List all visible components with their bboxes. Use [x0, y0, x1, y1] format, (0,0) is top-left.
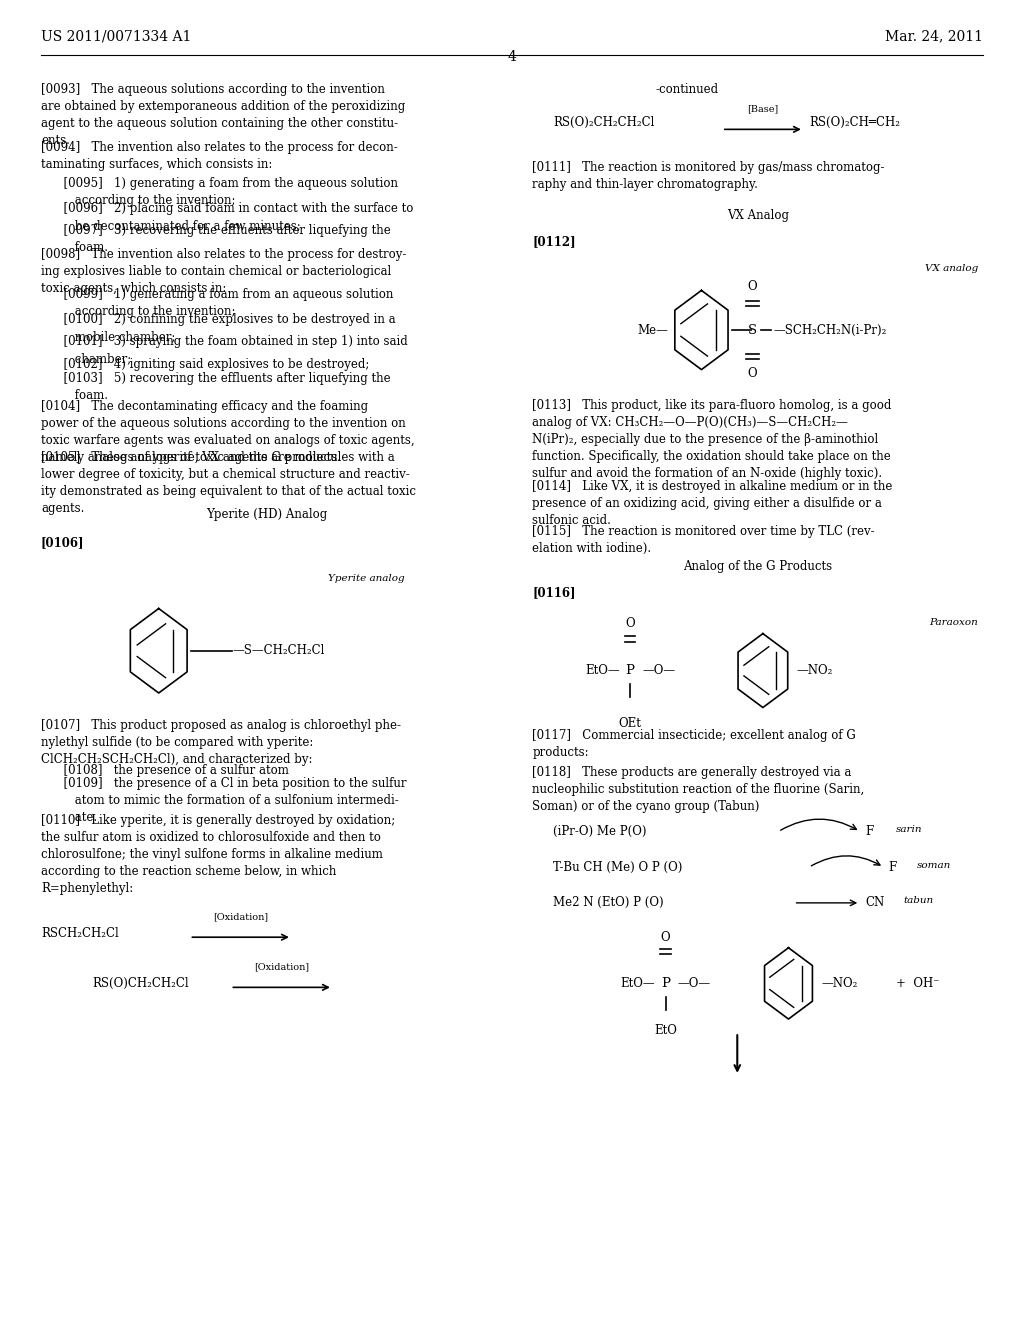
- Text: [0105]   These analogs of toxic agents are molecules with a
lower degree of toxi: [0105] These analogs of toxic agents are…: [41, 451, 416, 515]
- Text: +  OH⁻: + OH⁻: [896, 977, 939, 990]
- Text: [0101]   3) spraying the foam obtained in step 1) into said
         chamber;: [0101] 3) spraying the foam obtained in …: [41, 335, 408, 366]
- Text: [0100]   2) confining the explosives to be destroyed in a
         mobile chambe: [0100] 2) confining the explosives to be…: [41, 313, 395, 343]
- Text: OEt: OEt: [618, 717, 641, 730]
- Text: —O—: —O—: [642, 664, 675, 677]
- Text: CN: CN: [865, 896, 885, 909]
- Text: [0114]   Like VX, it is destroyed in alkaline medium or in the
presence of an ox: [0114] Like VX, it is destroyed in alkal…: [532, 480, 893, 528]
- Text: —NO₂: —NO₂: [797, 664, 834, 677]
- Text: [0118]   These products are generally destroyed via a
nucleophilic substitution : [0118] These products are generally dest…: [532, 766, 864, 813]
- Text: P: P: [626, 664, 634, 677]
- Text: soman: soman: [916, 861, 950, 870]
- Text: [0106]: [0106]: [41, 536, 84, 549]
- Text: RS(O)₂CH═CH₂: RS(O)₂CH═CH₂: [809, 116, 900, 129]
- Text: Yperite (HD) Analog: Yperite (HD) Analog: [206, 508, 327, 521]
- Text: [0099]   1) generating a foam from an aqueous solution
         according to the: [0099] 1) generating a foam from an aque…: [41, 288, 393, 318]
- Text: [0102]   4) igniting said explosives to be destroyed;: [0102] 4) igniting said explosives to be…: [41, 358, 370, 371]
- Text: [Base]: [Base]: [748, 104, 778, 114]
- Text: [0093]   The aqueous solutions according to the invention
are obtained by extemp: [0093] The aqueous solutions according t…: [41, 83, 406, 147]
- Text: —NO₂: —NO₂: [821, 977, 858, 990]
- Text: RSCH₂CH₂Cl: RSCH₂CH₂Cl: [41, 927, 119, 940]
- Text: [0095]   1) generating a foam from the aqueous solution
         according to th: [0095] 1) generating a foam from the aqu…: [41, 177, 398, 207]
- Text: -continued: -continued: [655, 83, 719, 96]
- Text: Me2 N (EtO) P (O): Me2 N (EtO) P (O): [553, 896, 664, 909]
- Text: [Oxidation]: [Oxidation]: [213, 912, 268, 921]
- Text: —S—CH₂CH₂Cl: —S—CH₂CH₂Cl: [232, 644, 325, 657]
- Text: —SCH₂CH₂N(i-Pr)₂: —SCH₂CH₂N(i-Pr)₂: [773, 323, 887, 337]
- Text: EtO: EtO: [654, 1024, 677, 1038]
- Text: [0108]   the presence of a sulfur atom: [0108] the presence of a sulfur atom: [41, 764, 289, 777]
- Text: US 2011/0071334 A1: US 2011/0071334 A1: [41, 29, 191, 44]
- Text: T-Bu CH (Me) O P (O): T-Bu CH (Me) O P (O): [553, 861, 682, 874]
- Text: [0113]   This product, like its para-fluoro homolog, is a good
analog of VX: CH₃: [0113] This product, like its para-fluor…: [532, 399, 892, 479]
- Text: sarin: sarin: [896, 825, 923, 834]
- Text: Analog of the G Products: Analog of the G Products: [683, 560, 833, 573]
- Text: S: S: [749, 323, 757, 337]
- Text: F: F: [865, 825, 873, 838]
- Text: [0107]   This product proposed as analog is chloroethyl phe-
nylethyl sulfide (t: [0107] This product proposed as analog i…: [41, 719, 401, 767]
- Text: RS(O)CH₂CH₂Cl: RS(O)CH₂CH₂Cl: [92, 977, 188, 990]
- Text: O: O: [748, 367, 758, 380]
- Text: EtO—: EtO—: [585, 664, 620, 677]
- Text: [0111]   The reaction is monitored by gas/mass chromatog-
raphy and thin-layer c: [0111] The reaction is monitored by gas/…: [532, 161, 885, 191]
- Text: VX analog: VX analog: [925, 264, 978, 273]
- Text: tabun: tabun: [903, 896, 933, 906]
- Text: [0104]   The decontaminating efficacy and the foaming
power of the aqueous solut: [0104] The decontaminating efficacy and …: [41, 400, 415, 463]
- Text: [0096]   2) placing said foam in contact with the surface to
         be deconta: [0096] 2) placing said foam in contact w…: [41, 202, 414, 232]
- Text: O: O: [625, 616, 635, 630]
- Text: O: O: [660, 931, 671, 944]
- Text: F: F: [889, 861, 897, 874]
- Text: [0116]: [0116]: [532, 586, 575, 599]
- Text: O: O: [748, 280, 758, 293]
- Text: Me—: Me—: [638, 323, 669, 337]
- Text: [0098]   The invention also relates to the process for destroy-
ing explosives l: [0098] The invention also relates to the…: [41, 248, 407, 296]
- Text: Yperite analog: Yperite analog: [328, 574, 404, 583]
- Text: VX Analog: VX Analog: [727, 209, 788, 222]
- Text: P: P: [662, 977, 670, 990]
- Text: RS(O)₂CH₂CH₂Cl: RS(O)₂CH₂CH₂Cl: [553, 116, 654, 129]
- Text: [0110]   Like yperite, it is generally destroyed by oxidation;
the sulfur atom i: [0110] Like yperite, it is generally des…: [41, 814, 395, 895]
- Text: [0112]: [0112]: [532, 235, 577, 248]
- Text: —O—: —O—: [678, 977, 711, 990]
- Text: [0115]   The reaction is monitored over time by TLC (rev-
elation with iodine).: [0115] The reaction is monitored over ti…: [532, 525, 876, 556]
- Text: 4: 4: [508, 50, 516, 65]
- Text: EtO—: EtO—: [621, 977, 655, 990]
- Text: Paraoxon: Paraoxon: [929, 618, 978, 627]
- Text: (iPr-O) Me P(O): (iPr-O) Me P(O): [553, 825, 646, 838]
- Text: [0103]   5) recovering the effluents after liquefying the
         foam.: [0103] 5) recovering the effluents after…: [41, 372, 390, 403]
- Text: Mar. 24, 2011: Mar. 24, 2011: [885, 29, 983, 44]
- Text: [0109]   the presence of a Cl in beta position to the sulfur
         atom to mi: [0109] the presence of a Cl in beta posi…: [41, 777, 407, 825]
- Text: [0117]   Commercial insecticide; excellent analog of G
products:: [0117] Commercial insecticide; excellent…: [532, 729, 856, 759]
- Text: [0097]   3) recovering the effluents after liquefying the
         foam.: [0097] 3) recovering the effluents after…: [41, 224, 391, 255]
- Text: [Oxidation]: [Oxidation]: [254, 962, 309, 972]
- Text: [0094]   The invention also relates to the process for decon-
taminating surface: [0094] The invention also relates to the…: [41, 141, 397, 172]
